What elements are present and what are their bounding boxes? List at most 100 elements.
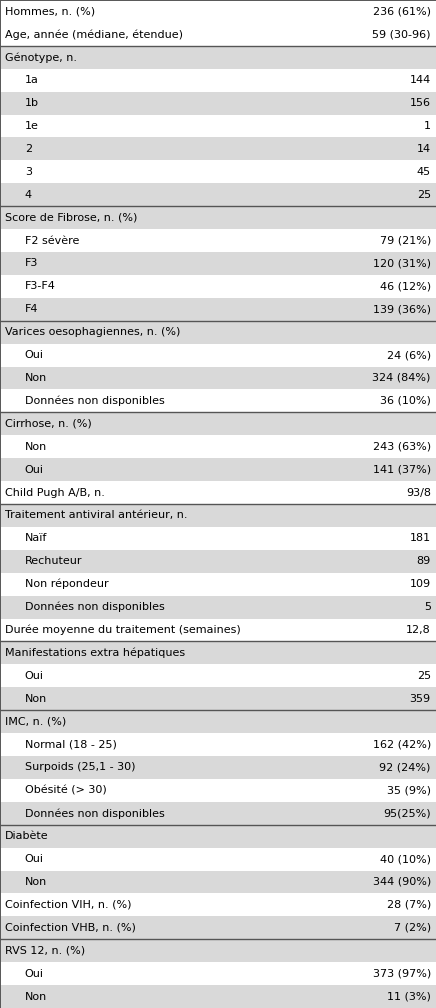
Text: 162 (42%): 162 (42%) — [372, 740, 431, 750]
Text: 35 (9%): 35 (9%) — [387, 785, 431, 795]
Text: 40 (10%): 40 (10%) — [380, 854, 431, 864]
Text: F4: F4 — [25, 304, 38, 314]
Text: 373 (97%): 373 (97%) — [372, 969, 431, 979]
Bar — [0, 321, 436, 344]
Text: Non: Non — [25, 877, 47, 887]
Text: 93/8: 93/8 — [406, 488, 431, 498]
Bar — [0, 0, 436, 23]
Text: 45: 45 — [417, 166, 431, 176]
Bar — [0, 229, 436, 252]
Text: 324 (84%): 324 (84%) — [372, 373, 431, 383]
Text: 36 (10%): 36 (10%) — [380, 396, 431, 406]
Bar — [0, 481, 436, 504]
Text: 1b: 1b — [25, 98, 39, 108]
Text: Rechuteur: Rechuteur — [25, 556, 82, 566]
Bar — [0, 69, 436, 92]
Bar — [0, 435, 436, 459]
Text: Diabète: Diabète — [5, 832, 49, 842]
Bar — [0, 459, 436, 481]
Text: Coinfection VHB, n. (%): Coinfection VHB, n. (%) — [5, 922, 136, 932]
Text: Manifestations extra hépatiques: Manifestations extra hépatiques — [5, 648, 185, 658]
Text: 46 (12%): 46 (12%) — [380, 281, 431, 291]
Text: Score de Fibrose, n. (%): Score de Fibrose, n. (%) — [5, 213, 138, 223]
Text: Coinfection VIH, n. (%): Coinfection VIH, n. (%) — [5, 900, 132, 910]
Text: 156: 156 — [410, 98, 431, 108]
Text: 139 (36%): 139 (36%) — [373, 304, 431, 314]
Bar — [0, 939, 436, 963]
Text: 95(25%): 95(25%) — [383, 808, 431, 818]
Text: Oui: Oui — [25, 969, 44, 979]
Text: 7 (2%): 7 (2%) — [394, 922, 431, 932]
Text: Non: Non — [25, 373, 47, 383]
Bar — [0, 183, 436, 207]
Bar — [0, 801, 436, 825]
Text: 109: 109 — [410, 580, 431, 590]
Text: 24 (6%): 24 (6%) — [387, 350, 431, 360]
Text: 181: 181 — [410, 533, 431, 543]
Text: Naïf: Naïf — [25, 533, 47, 543]
Text: 59 (30-96): 59 (30-96) — [372, 29, 431, 39]
Text: IMC, n. (%): IMC, n. (%) — [5, 717, 66, 727]
Text: F3: F3 — [25, 258, 38, 268]
Text: 141 (37%): 141 (37%) — [373, 465, 431, 475]
Text: Cirrhose, n. (%): Cirrhose, n. (%) — [5, 418, 92, 428]
Text: 89: 89 — [416, 556, 431, 566]
Text: 1e: 1e — [25, 121, 39, 131]
Text: Normal (18 - 25): Normal (18 - 25) — [25, 740, 117, 750]
Text: Données non disponibles: Données non disponibles — [25, 808, 165, 818]
Bar — [0, 985, 436, 1008]
Bar — [0, 252, 436, 275]
Bar — [0, 779, 436, 801]
Bar — [0, 344, 436, 367]
Text: Obésité (> 30): Obésité (> 30) — [25, 785, 106, 795]
Bar — [0, 756, 436, 779]
Bar — [0, 367, 436, 389]
Text: 236 (61%): 236 (61%) — [373, 6, 431, 16]
Bar — [0, 664, 436, 687]
Bar — [0, 573, 436, 596]
Bar — [0, 527, 436, 549]
Text: 359: 359 — [410, 694, 431, 704]
Text: Varices oesophagiennes, n. (%): Varices oesophagiennes, n. (%) — [5, 328, 181, 338]
Bar — [0, 389, 436, 412]
Bar — [0, 23, 436, 45]
Text: 144: 144 — [409, 76, 431, 86]
Text: 1a: 1a — [25, 76, 39, 86]
Text: Non: Non — [25, 694, 47, 704]
Text: 243 (63%): 243 (63%) — [373, 442, 431, 452]
Text: Génotype, n.: Génotype, n. — [5, 52, 77, 62]
Bar — [0, 504, 436, 527]
Text: 1: 1 — [424, 121, 431, 131]
Bar — [0, 596, 436, 619]
Text: 344 (90%): 344 (90%) — [372, 877, 431, 887]
Bar — [0, 711, 436, 733]
Bar — [0, 92, 436, 115]
Text: Oui: Oui — [25, 350, 44, 360]
Text: 25: 25 — [417, 190, 431, 200]
Text: 2: 2 — [25, 144, 32, 154]
Text: 3: 3 — [25, 166, 32, 176]
Text: 25: 25 — [417, 670, 431, 680]
Bar — [0, 549, 436, 573]
Text: 5: 5 — [424, 602, 431, 612]
Text: Données non disponibles: Données non disponibles — [25, 602, 165, 612]
Bar — [0, 160, 436, 183]
Bar — [0, 297, 436, 321]
Bar — [0, 825, 436, 848]
Bar — [0, 207, 436, 229]
Text: Données non disponibles: Données non disponibles — [25, 396, 165, 406]
Text: 79 (21%): 79 (21%) — [379, 236, 431, 246]
Bar — [0, 848, 436, 871]
Text: Non répondeur: Non répondeur — [25, 579, 109, 590]
Bar — [0, 871, 436, 893]
Text: Non: Non — [25, 992, 47, 1002]
Text: Oui: Oui — [25, 670, 44, 680]
Bar — [0, 412, 436, 435]
Text: Hommes, n. (%): Hommes, n. (%) — [5, 6, 95, 16]
Text: Oui: Oui — [25, 465, 44, 475]
Text: Oui: Oui — [25, 854, 44, 864]
Text: Surpoids (25,1 - 30): Surpoids (25,1 - 30) — [25, 762, 135, 772]
Text: 4: 4 — [25, 190, 32, 200]
Bar — [0, 916, 436, 939]
Bar — [0, 275, 436, 297]
